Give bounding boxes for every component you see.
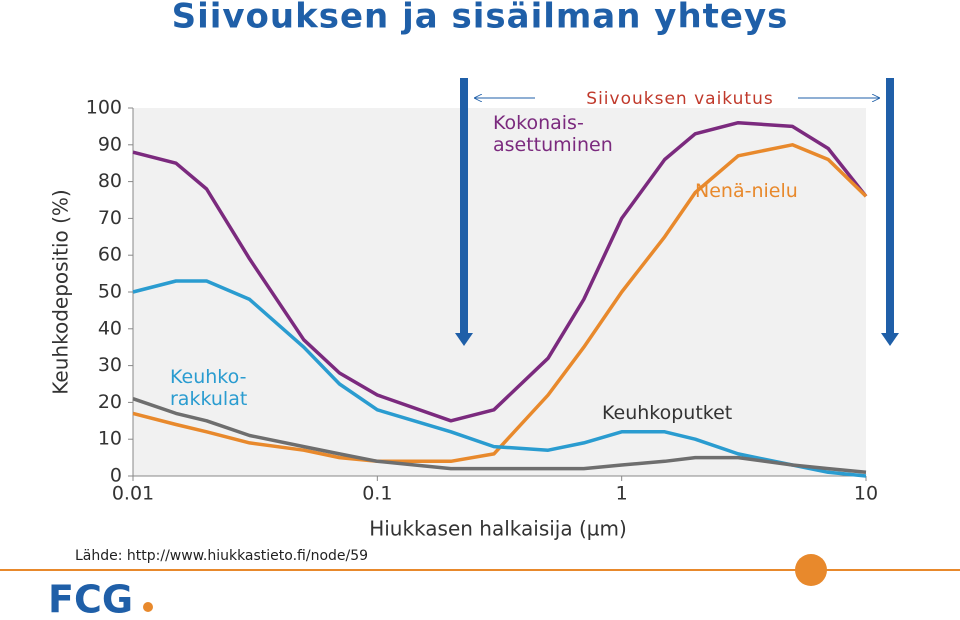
x-axis-label: Hiukkasen halkaisija (µm): [369, 517, 627, 541]
footer-dot: [795, 554, 827, 586]
arrow-head: [881, 333, 899, 346]
logo-dot: [143, 602, 153, 612]
y-tick-label: 50: [98, 281, 122, 303]
y-tick-label: 80: [98, 170, 122, 192]
y-tick-label: 0: [110, 465, 122, 487]
series-line: [132, 279, 867, 478]
series-label: Kokonais-asettuminen: [493, 112, 613, 156]
x-tick-label: 0.1: [362, 483, 392, 505]
x-tick-label: 1: [616, 483, 628, 505]
x-tick-label: 0.01: [112, 483, 154, 505]
series-line: [132, 120, 868, 423]
arrow-head: [455, 333, 473, 346]
y-tick-label: 30: [98, 354, 122, 376]
arrow-shaft: [886, 78, 894, 333]
y-tick-label: 70: [98, 207, 122, 229]
plot-area: [133, 108, 866, 476]
y-tick-label: 20: [98, 391, 122, 413]
y-axis-label: Keuhkodepositio (%): [49, 189, 73, 394]
source: Lähde: http://www.hiukkastieto.fi/node/5…: [75, 548, 368, 564]
logo: FCG: [48, 578, 133, 620]
annotation: Siivouksen vaikutus: [586, 89, 773, 109]
x-tick-label: 10: [854, 483, 878, 505]
series-label: Keuhkoputket: [602, 402, 733, 424]
series-label: Keuhko-rakkulat: [170, 366, 248, 410]
series-line: [132, 143, 868, 464]
y-tick-label: 10: [98, 428, 122, 450]
y-tick-label: 90: [98, 133, 122, 155]
y-tick-label: 100: [86, 97, 122, 119]
y-tick-label: 40: [98, 317, 122, 339]
series-label: Nenä-nielu: [695, 180, 798, 202]
arrow-shaft: [460, 78, 468, 333]
series-line: [132, 397, 867, 475]
y-tick-label: 60: [98, 244, 122, 266]
slide-title: Siivouksen ja sisäilman yhteys: [172, 0, 789, 37]
